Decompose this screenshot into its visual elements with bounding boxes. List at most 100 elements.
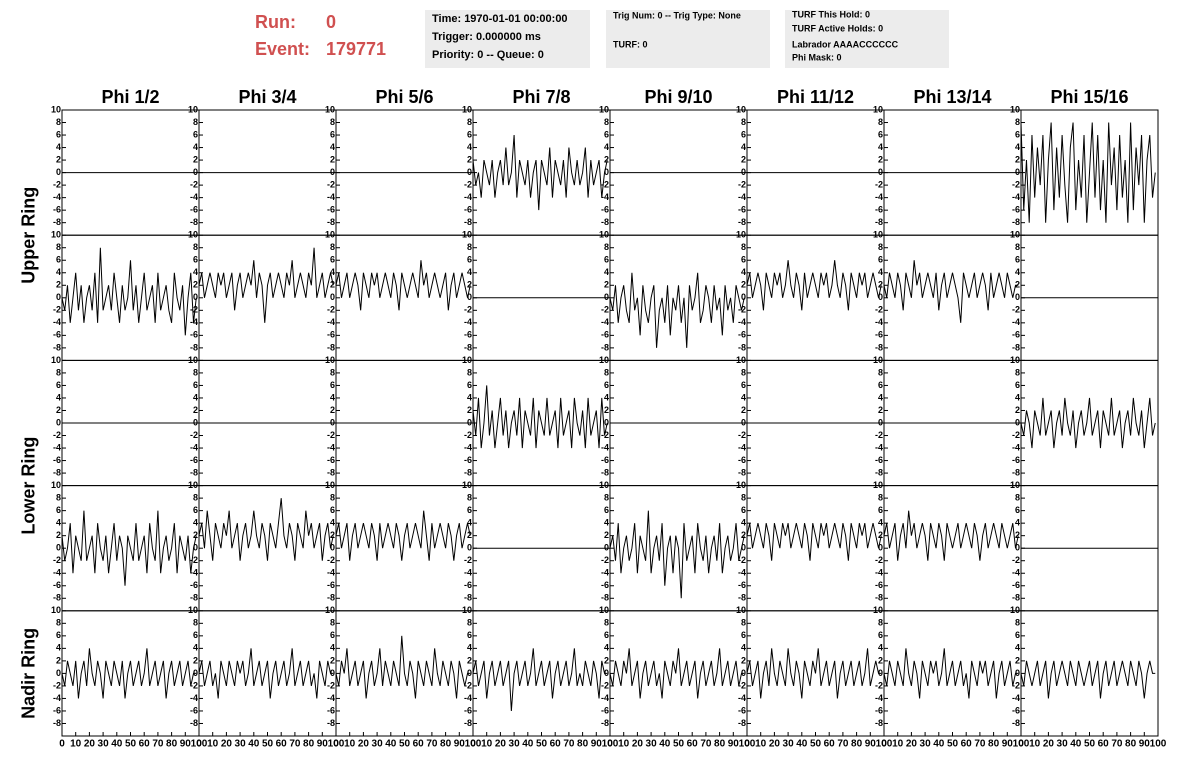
- y-tick-label: -2: [738, 179, 746, 189]
- y-tick-label: 0: [878, 292, 883, 302]
- y-tick-label: 0: [193, 543, 198, 553]
- y-tick-label: 2: [467, 530, 472, 540]
- y-tick-label: 2: [1015, 280, 1020, 290]
- y-tick-label: 8: [330, 618, 335, 628]
- x-tick-label: 50: [947, 739, 959, 750]
- y-tick-label: 2: [604, 530, 609, 540]
- y-tick-label: 0: [604, 167, 609, 177]
- y-tick-label: 4: [56, 643, 61, 653]
- y-tick-label: 8: [56, 618, 61, 628]
- y-tick-label: -8: [875, 217, 883, 227]
- y-tick-label: -2: [738, 680, 746, 690]
- waveform: [335, 260, 471, 311]
- y-tick-label: 6: [741, 630, 746, 640]
- y-tick-label: 8: [330, 242, 335, 252]
- y-tick-label: 8: [741, 618, 746, 628]
- y-tick-label: -6: [1012, 705, 1020, 715]
- run-value: 0: [326, 12, 336, 32]
- y-tick-label: -2: [53, 555, 61, 565]
- x-tick-label: 90: [591, 739, 603, 750]
- y-tick-label: 10: [188, 355, 198, 365]
- y-tick-label: -6: [601, 705, 609, 715]
- y-tick-label: -2: [601, 555, 609, 565]
- y-tick-label: -8: [1012, 217, 1020, 227]
- x-tick-label: 40: [248, 739, 260, 750]
- y-tick-label: 4: [741, 518, 746, 528]
- y-tick-label: -2: [464, 430, 472, 440]
- x-tick-label: 10: [207, 739, 219, 750]
- y-tick-label: -4: [738, 317, 746, 327]
- waveform-panel: -8 -6 -4 -2 0 2 4 6 8 10: [599, 104, 748, 236]
- y-tick-label: -6: [327, 455, 335, 465]
- info-text: Phi Mask: 0: [792, 52, 842, 62]
- y-tick-label: 10: [736, 605, 746, 615]
- header: Run: 0 Event: 179771 Time: 1970-01-01 00…: [255, 9, 949, 68]
- y-tick-label: -8: [1012, 342, 1020, 352]
- y-tick-label: -6: [1012, 455, 1020, 465]
- y-tick-label: 6: [56, 380, 61, 390]
- x-tick-label: 50: [536, 739, 548, 750]
- x-tick-label: 10: [344, 739, 356, 750]
- y-tick-label: 8: [741, 242, 746, 252]
- y-tick-label: -2: [464, 305, 472, 315]
- y-tick-label: 6: [330, 129, 335, 139]
- info-text: Trigger: 0.000000 ms: [432, 31, 541, 43]
- y-tick-label: 0: [1015, 668, 1020, 678]
- y-tick-label: -8: [738, 342, 746, 352]
- y-tick-label: 0: [741, 292, 746, 302]
- waveform-panel: -8 -6 -4 -2 0 2 4 6 8 10: [51, 480, 200, 612]
- y-tick-label: 10: [51, 104, 61, 114]
- y-tick-label: -2: [1012, 430, 1020, 440]
- x-tick-label: 60: [139, 739, 151, 750]
- y-tick-label: 10: [736, 230, 746, 240]
- y-tick-label: -4: [738, 693, 746, 703]
- y-tick-label: 0: [1015, 167, 1020, 177]
- y-tick-label: 8: [604, 117, 609, 127]
- y-tick-label: 6: [741, 380, 746, 390]
- y-tick-label: -2: [875, 680, 883, 690]
- x-tick-label: 50: [399, 739, 411, 750]
- y-tick-label: 8: [467, 618, 472, 628]
- y-tick-label: 10: [51, 605, 61, 615]
- x-tick-label: 30: [646, 739, 658, 750]
- column-title: Phi 15/16: [1050, 87, 1128, 107]
- y-tick-label: 2: [56, 530, 61, 540]
- x-tick-label: 70: [289, 739, 301, 750]
- y-tick-label: 10: [462, 605, 472, 615]
- y-tick-label: -8: [738, 217, 746, 227]
- x-tick-label: 0: [1018, 739, 1024, 750]
- x-tick-label: 0: [607, 739, 613, 750]
- x-tick-label: 60: [276, 739, 288, 750]
- y-tick-label: -8: [53, 467, 61, 477]
- y-tick-label: 6: [193, 380, 198, 390]
- waveform-panel: -8 -6 -4 -2 0 2 4 6 8 10: [462, 104, 611, 236]
- y-tick-label: 8: [878, 117, 883, 127]
- y-tick-label: 0: [604, 292, 609, 302]
- y-tick-label: 8: [467, 492, 472, 502]
- waveform-panel: -8 -6 -4 -2 0 2 4 6 8 10: [188, 104, 337, 236]
- panel-frame: [198, 234, 337, 361]
- y-tick-label: 10: [325, 480, 335, 490]
- y-tick-label: 10: [736, 355, 746, 365]
- y-tick-label: -6: [464, 580, 472, 590]
- y-tick-label: -8: [875, 467, 883, 477]
- y-tick-label: -6: [875, 330, 883, 340]
- y-tick-label: 0: [56, 292, 61, 302]
- y-tick-label: 0: [741, 668, 746, 678]
- y-tick-label: -2: [190, 179, 198, 189]
- y-tick-label: 4: [1015, 142, 1020, 152]
- y-tick-label: 6: [330, 630, 335, 640]
- waveform-panel: -8 -6 -4 -2 0 2 4 6 8 10: [736, 480, 885, 612]
- y-tick-label: -2: [53, 179, 61, 189]
- x-tick-label: 90: [1002, 739, 1014, 750]
- y-tick-label: 0: [330, 167, 335, 177]
- y-tick-label: 6: [741, 255, 746, 265]
- y-tick-label: 6: [604, 255, 609, 265]
- y-tick-label: -6: [464, 705, 472, 715]
- y-tick-label: 0: [878, 668, 883, 678]
- y-tick-label: -8: [738, 718, 746, 728]
- y-tick-label: -4: [1012, 568, 1020, 578]
- x-tick-label: 80: [988, 739, 1000, 750]
- waveform: [1020, 660, 1156, 699]
